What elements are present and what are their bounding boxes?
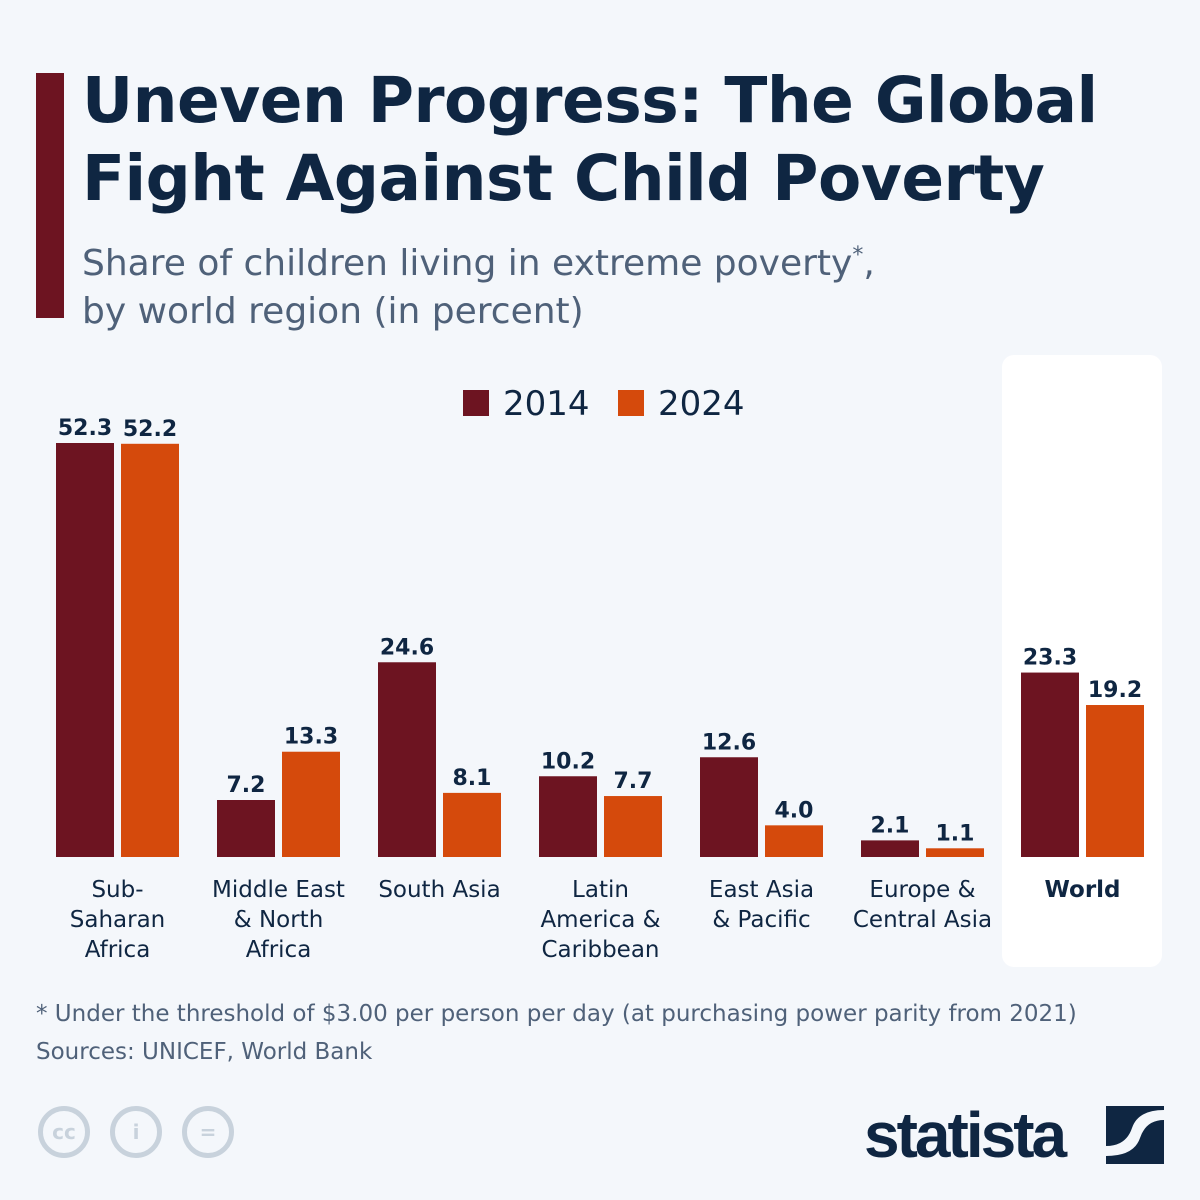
- legend-label-2014: 2014: [503, 384, 590, 424]
- bar-2014-3: [539, 776, 597, 857]
- category-label-1: & North: [234, 907, 324, 933]
- legend-swatch-2024: [618, 390, 644, 416]
- chart-subtitle: Share of children living in extreme pove…: [82, 232, 875, 336]
- footnote: * Under the threshold of $3.00 per perso…: [36, 1001, 1077, 1027]
- title-line-2: Fight Against Child Poverty: [82, 142, 1045, 215]
- bar-2024-1: [282, 751, 340, 857]
- category-label-3: America &: [540, 907, 660, 933]
- bar-2014-2: [378, 662, 436, 857]
- world-highlight-panel: [1002, 355, 1162, 967]
- bar-2024-6: [1086, 705, 1144, 857]
- data-label-2024-3: 7.7: [614, 769, 653, 794]
- bar-2014-0: [56, 443, 114, 857]
- subtitle-line-1: Share of children living in extreme pove…: [82, 243, 853, 284]
- category-label-0: Africa: [85, 937, 151, 963]
- category-label-6: World: [1044, 877, 1120, 903]
- data-label-2014-6: 23.3: [1023, 646, 1077, 671]
- subtitle-footnote-mark: *: [852, 243, 864, 268]
- category-label-3: Latin: [572, 877, 629, 903]
- bar-2024-2: [443, 792, 501, 857]
- no-derivatives-icon: =: [182, 1106, 234, 1158]
- category-label-5: Europe &: [869, 877, 975, 903]
- legend-label-2024: 2024: [658, 384, 745, 424]
- bar-2024-4: [765, 825, 823, 857]
- subtitle-line-2: by world region (in percent): [82, 291, 584, 332]
- data-label-2014-0: 52.3: [58, 416, 112, 441]
- statista-logo: statista: [864, 1099, 1067, 1171]
- category-label-1: Middle East: [212, 877, 345, 903]
- cc-icon: cc: [38, 1106, 90, 1158]
- bar-2024-5: [926, 848, 984, 857]
- bar-2014-5: [861, 840, 919, 857]
- data-label-2024-1: 13.3: [284, 725, 338, 750]
- data-label-2024-2: 8.1: [453, 766, 492, 791]
- category-label-5: Central Asia: [853, 907, 992, 933]
- category-label-4: & Pacific: [712, 907, 810, 933]
- statista-logo-mark: [1106, 1106, 1164, 1164]
- bar-2024-0: [121, 443, 179, 857]
- data-label-2014-3: 10.2: [541, 749, 595, 774]
- category-label-2: South Asia: [378, 877, 500, 903]
- category-label-1: Africa: [246, 937, 312, 963]
- category-label-0: Sub-: [91, 877, 143, 903]
- bar-2024-3: [604, 796, 662, 857]
- data-label-2014-4: 12.6: [702, 730, 756, 755]
- category-label-3: Caribbean: [541, 937, 659, 963]
- bar-chart: 2014 2024 52.3 52.2 Sub- Saharan Africa 7.2 13.3…: [56, 384, 1144, 963]
- bar-2014-6: [1021, 672, 1079, 857]
- category-label-0: Saharan: [70, 907, 166, 933]
- title-accent-bar: [36, 73, 64, 318]
- bar-2014-4: [700, 757, 758, 857]
- data-label-2024-0: 52.2: [123, 417, 177, 442]
- attribution-icon: i: [110, 1106, 162, 1158]
- sources: Sources: UNICEF, World Bank: [36, 1039, 373, 1065]
- data-label-2024-4: 4.0: [775, 798, 814, 823]
- data-label-2024-6: 19.2: [1088, 678, 1142, 703]
- data-label-2014-5: 2.1: [871, 813, 910, 838]
- data-label-2014-2: 24.6: [380, 635, 434, 660]
- legend-swatch-2014: [463, 390, 489, 416]
- bar-2014-1: [217, 800, 275, 857]
- subtitle-comma: ,: [863, 243, 875, 284]
- chart-title: Uneven Progress: The Global Fight Agains…: [82, 62, 1098, 218]
- title-line-1: Uneven Progress: The Global: [82, 64, 1098, 137]
- data-label-2014-1: 7.2: [227, 773, 266, 798]
- data-label-2024-5: 1.1: [936, 821, 975, 846]
- category-label-4: East Asia: [709, 877, 814, 903]
